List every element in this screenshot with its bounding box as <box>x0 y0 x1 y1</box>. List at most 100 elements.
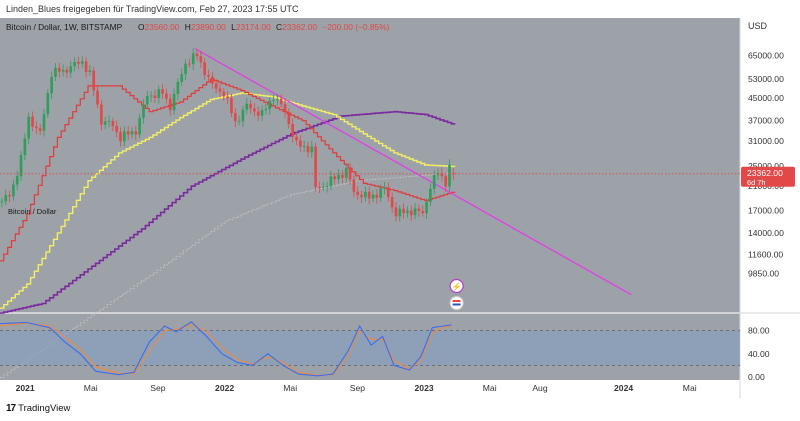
candle[interactable] <box>314 142 317 192</box>
candle[interactable] <box>306 141 310 158</box>
candle[interactable] <box>341 170 344 184</box>
candle[interactable] <box>80 56 84 69</box>
candle[interactable] <box>100 99 103 131</box>
candle[interactable] <box>77 56 80 70</box>
candle[interactable] <box>425 198 428 219</box>
candle[interactable] <box>92 66 96 97</box>
candle[interactable] <box>253 103 256 117</box>
candle[interactable] <box>452 168 455 180</box>
candle[interactable] <box>245 98 249 115</box>
candle[interactable] <box>268 97 272 115</box>
candle[interactable] <box>310 140 314 158</box>
candle[interactable] <box>226 90 229 105</box>
candle[interactable] <box>195 49 199 61</box>
candle[interactable] <box>237 115 241 126</box>
candle[interactable] <box>429 183 432 207</box>
candle[interactable] <box>123 126 126 147</box>
candle[interactable] <box>448 159 451 192</box>
candle[interactable] <box>218 83 222 98</box>
candle[interactable] <box>35 121 38 134</box>
candle[interactable] <box>42 108 46 137</box>
candle[interactable] <box>161 83 164 99</box>
candle[interactable] <box>126 125 130 141</box>
candle[interactable] <box>168 93 172 116</box>
candle[interactable] <box>394 201 398 222</box>
candle[interactable] <box>119 127 122 147</box>
candle[interactable] <box>337 169 340 184</box>
earnings-marker[interactable]: ⚡ <box>449 278 464 294</box>
candle[interactable] <box>15 170 19 191</box>
candle[interactable] <box>145 90 149 109</box>
candle[interactable] <box>12 179 15 201</box>
candle[interactable] <box>344 163 348 183</box>
candle[interactable] <box>409 205 413 221</box>
candle[interactable] <box>115 120 118 138</box>
candle[interactable] <box>107 115 111 128</box>
candle[interactable] <box>325 181 329 193</box>
candle[interactable] <box>295 132 298 146</box>
candle[interactable] <box>417 204 421 217</box>
candle[interactable] <box>375 188 379 204</box>
candle[interactable] <box>61 64 65 77</box>
candle[interactable] <box>50 71 53 100</box>
candle[interactable] <box>279 94 283 108</box>
candle[interactable] <box>54 63 57 82</box>
candle[interactable] <box>260 105 264 122</box>
candle[interactable] <box>283 98 287 118</box>
candle[interactable] <box>142 99 145 124</box>
candle[interactable] <box>65 66 69 79</box>
candle[interactable] <box>96 85 99 109</box>
candle[interactable] <box>211 71 214 89</box>
candle[interactable] <box>46 89 50 118</box>
candle[interactable] <box>191 48 195 70</box>
candle[interactable] <box>249 99 252 115</box>
candle[interactable] <box>27 112 31 144</box>
candle[interactable] <box>256 106 260 121</box>
candle[interactable] <box>4 189 8 206</box>
candle[interactable] <box>379 184 382 202</box>
candle[interactable] <box>184 59 187 81</box>
candle[interactable] <box>8 190 11 203</box>
candle[interactable] <box>130 127 134 139</box>
candle[interactable] <box>318 181 321 193</box>
candle[interactable] <box>287 108 291 129</box>
candle[interactable] <box>88 64 92 76</box>
candle[interactable] <box>432 170 436 195</box>
candle[interactable] <box>421 205 425 217</box>
candle[interactable] <box>153 89 157 103</box>
candle[interactable] <box>199 50 203 68</box>
candle[interactable] <box>386 182 390 202</box>
candle[interactable] <box>73 57 76 72</box>
candle[interactable] <box>444 172 448 192</box>
candle[interactable] <box>352 175 356 198</box>
candle[interactable] <box>180 68 184 86</box>
candle[interactable] <box>390 192 394 213</box>
candle[interactable] <box>69 60 73 78</box>
candle[interactable] <box>233 108 237 128</box>
chart-area[interactable]: ⚡ 65000.00 53000.00 45000.00 37000.00 31000.… <box>0 18 800 398</box>
candle[interactable] <box>157 85 161 104</box>
candle[interactable] <box>264 103 268 115</box>
candle[interactable] <box>230 93 233 117</box>
candle[interactable] <box>302 140 306 152</box>
candle[interactable] <box>272 94 275 106</box>
candle[interactable] <box>84 57 88 78</box>
candle[interactable] <box>176 78 180 100</box>
candle[interactable] <box>203 58 206 80</box>
candle[interactable] <box>38 123 42 135</box>
candle[interactable] <box>402 203 405 219</box>
candle[interactable] <box>367 186 371 205</box>
candle[interactable] <box>31 111 34 132</box>
candle[interactable] <box>356 186 360 200</box>
candle[interactable] <box>440 167 444 182</box>
candle[interactable] <box>276 94 279 106</box>
candle[interactable] <box>19 151 23 182</box>
candle[interactable] <box>103 116 107 129</box>
candle[interactable] <box>321 181 325 192</box>
candle[interactable] <box>188 58 191 68</box>
candle[interactable] <box>138 113 141 139</box>
candle[interactable] <box>0 197 4 208</box>
candle[interactable] <box>360 190 363 203</box>
candle[interactable] <box>398 205 402 222</box>
candle[interactable] <box>406 206 409 218</box>
